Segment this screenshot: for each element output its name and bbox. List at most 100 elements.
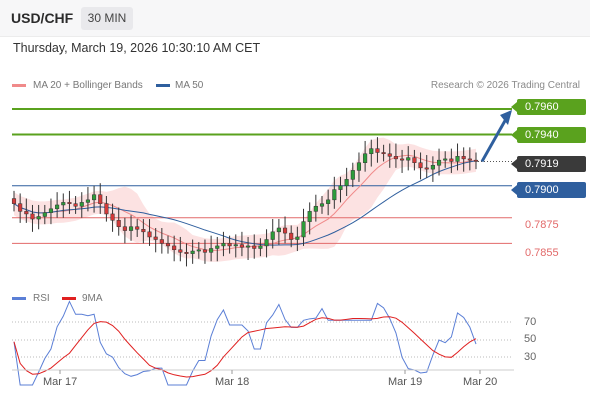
ma9-legend-swatch <box>62 297 76 300</box>
candle-body <box>30 213 35 220</box>
rsi-legend-label: RSI <box>33 293 50 304</box>
candle-body <box>381 152 386 155</box>
candle-body <box>98 194 103 204</box>
level-badge-1: 0.7940 <box>511 127 586 143</box>
candle-body <box>369 148 374 155</box>
source-credit: Research © 2026 Trading Central <box>430 80 580 91</box>
candle-body <box>356 162 362 171</box>
rsi-ma9-line <box>13 316 477 378</box>
candle-body <box>24 211 29 215</box>
level-label-5: 0.7855 <box>525 247 559 259</box>
candle-body <box>227 243 232 247</box>
candle-body <box>301 221 306 238</box>
candle-body <box>42 212 47 217</box>
level-label-2: 0.7919 <box>525 158 559 170</box>
candlesticks <box>11 137 479 267</box>
candle-body <box>270 231 275 240</box>
candle-body <box>85 199 90 203</box>
level-lines <box>12 107 512 244</box>
candle-body <box>246 245 251 248</box>
rsi-line <box>13 300 477 386</box>
x-axis <box>12 369 514 374</box>
candle-body <box>449 158 454 162</box>
candle-body <box>55 204 60 210</box>
candle-body <box>159 239 164 244</box>
candle-body <box>467 158 472 161</box>
level-label-4: 0.7875 <box>525 219 559 231</box>
candle-body <box>221 243 226 247</box>
rsi-panel <box>12 300 512 386</box>
candle-body <box>153 236 158 240</box>
projection-arrow <box>480 109 512 163</box>
candle-body <box>18 203 23 212</box>
candle-body <box>264 239 269 247</box>
candle-body <box>73 203 78 207</box>
rsi-legend-swatch <box>12 297 26 300</box>
candle-body <box>110 213 115 221</box>
candle-body <box>135 226 140 230</box>
candle-body <box>239 244 244 248</box>
candle-body <box>172 245 177 251</box>
xaxis-tick-mar19: Mar 19 <box>388 376 423 388</box>
candle-body <box>165 243 171 247</box>
xaxis-tick-mar20: Mar 20 <box>463 376 498 388</box>
candle-body <box>289 232 294 240</box>
projection-arrow-head <box>500 109 512 125</box>
level-label-1: 0.7940 <box>525 129 559 141</box>
timeframe-button[interactable]: 30 MIN <box>81 7 133 30</box>
ma20-line <box>13 154 477 251</box>
moving-averages <box>13 154 477 251</box>
candle-body <box>258 245 263 249</box>
candle-body <box>122 226 127 231</box>
rsi-tick-50: 50 <box>524 333 537 345</box>
xaxis-tick-mar17: Mar 17 <box>43 376 78 388</box>
ma50-legend-swatch <box>156 84 170 87</box>
projection-arrow-shaft <box>480 118 508 163</box>
candle-body <box>326 199 331 204</box>
candle-body <box>350 170 355 180</box>
chart-datetime: Thursday, March 19, 2026 10:30:10 AM CET <box>13 41 261 55</box>
candle-body <box>424 167 429 170</box>
candle-body <box>11 198 17 204</box>
bollinger-legend-swatch <box>12 84 26 87</box>
candle-body <box>393 156 398 160</box>
candle-body <box>233 244 238 247</box>
candle-body <box>387 153 392 157</box>
candle-body <box>116 220 121 227</box>
symbol-title: USD/CHF <box>11 10 74 26</box>
candle-body <box>307 211 312 222</box>
candle-body <box>184 252 189 254</box>
level-label-3: 0.7900 <box>525 184 559 196</box>
candle-body <box>48 208 54 213</box>
candle-body <box>276 227 281 233</box>
candle-body <box>282 227 288 234</box>
candle-body <box>209 248 214 253</box>
candle-body <box>375 148 380 153</box>
candle-body <box>104 203 109 215</box>
rsi-tick-70: 70 <box>524 316 537 328</box>
level-badge-2: 0.7919 <box>511 156 586 172</box>
candle-body <box>36 216 41 220</box>
candle-body <box>363 153 368 163</box>
ma9-legend-label: 9MA <box>82 293 103 304</box>
candle-body <box>147 231 152 238</box>
candle-body <box>319 203 325 207</box>
candle-body <box>178 249 183 253</box>
candle-body <box>436 159 442 166</box>
candle-body <box>141 229 146 233</box>
candle-body <box>128 226 134 231</box>
candle-body <box>61 202 66 206</box>
candle-body <box>79 202 84 207</box>
candle-body <box>92 194 97 201</box>
candle-body <box>338 185 343 190</box>
candle-body <box>202 249 208 253</box>
candle-body <box>430 165 435 170</box>
level-badge-0: 0.7960 <box>511 99 586 115</box>
candle-body <box>461 156 466 160</box>
rsi-tick-30: 30 <box>524 351 537 363</box>
candle-body <box>252 245 257 249</box>
candle-body <box>313 205 318 212</box>
candle-body <box>406 157 411 161</box>
